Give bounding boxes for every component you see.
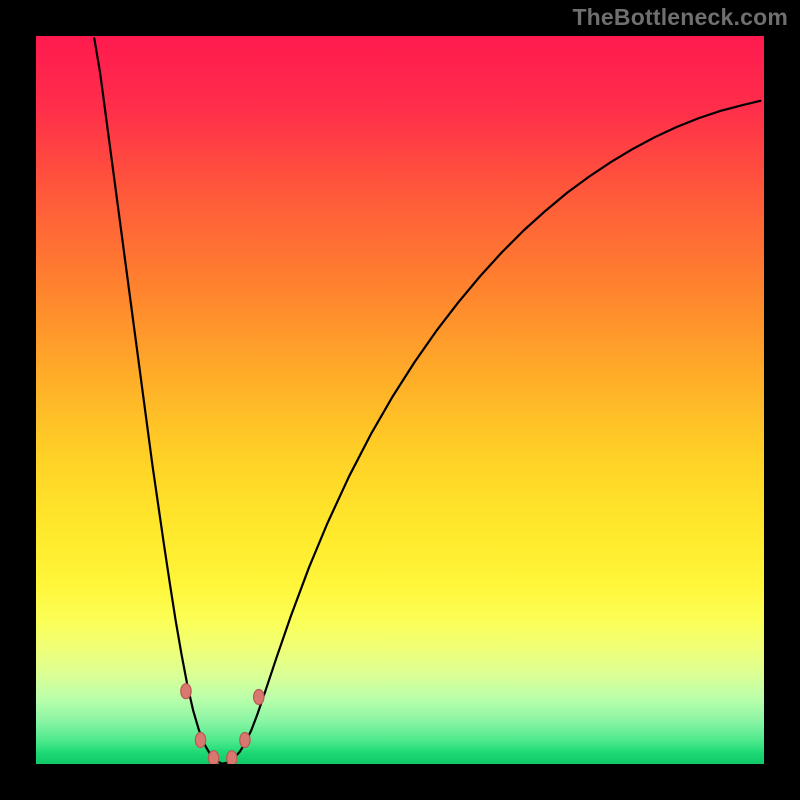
gradient-background xyxy=(36,36,764,764)
marker-dot xyxy=(195,732,205,747)
watermark-text: TheBottleneck.com xyxy=(572,4,788,31)
marker-dot xyxy=(254,690,264,705)
marker-dot xyxy=(208,751,218,764)
bottleneck-chart xyxy=(36,36,764,764)
marker-dot xyxy=(227,751,237,764)
marker-dot xyxy=(181,684,191,699)
chart-frame: TheBottleneck.com xyxy=(0,0,800,800)
marker-dot xyxy=(240,732,250,747)
